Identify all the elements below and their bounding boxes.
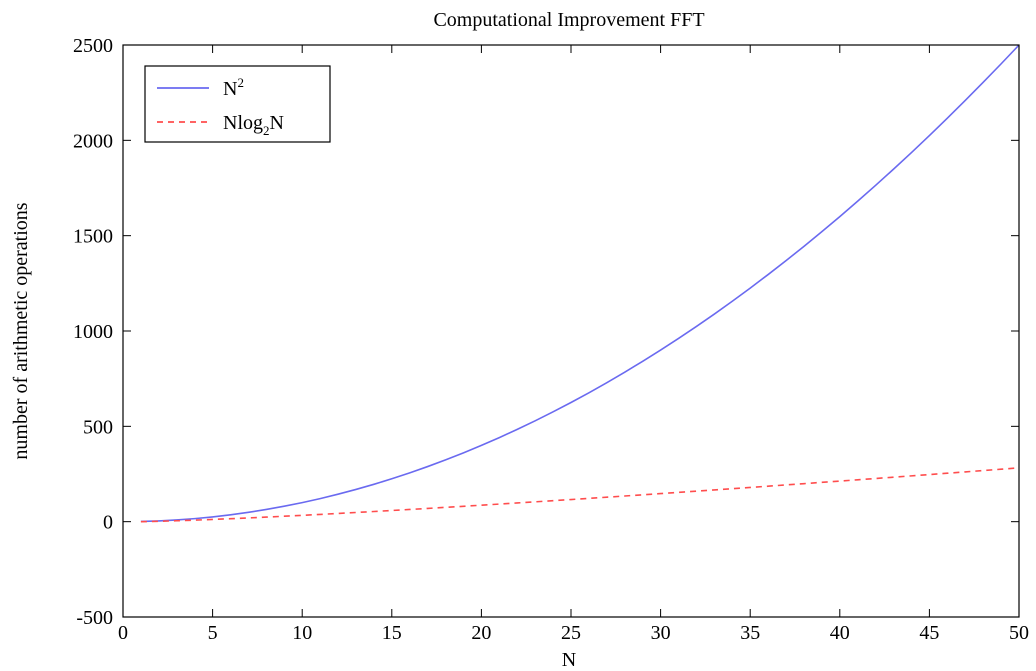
x-tick-label: 5 xyxy=(208,622,218,644)
x-tick-label: 50 xyxy=(1009,622,1029,644)
x-tick-label: 30 xyxy=(651,622,671,644)
y-tick-label: 0 xyxy=(103,512,113,534)
legend-name: N xyxy=(223,78,237,100)
series-line-0 xyxy=(140,44,1020,523)
x-tick-label: 40 xyxy=(830,622,850,644)
x-tick-label: 35 xyxy=(740,622,760,644)
y-tick-label: 1500 xyxy=(73,226,113,248)
x-tick-label: 0 xyxy=(118,622,128,644)
chart-title: Computational Improvement FFT xyxy=(433,9,704,31)
y-tick-label: 500 xyxy=(83,416,113,438)
legend-label-1: Nlog2N xyxy=(223,112,284,138)
legend-box xyxy=(144,65,331,143)
y-tick-label: 2500 xyxy=(73,35,113,57)
legend-label-0: N2 xyxy=(223,75,244,100)
y-tick-label: 2000 xyxy=(73,130,113,152)
legend-subscript: 2 xyxy=(263,123,270,138)
series-line-1 xyxy=(140,467,1020,523)
y-axis-label: number of arithmetic operations xyxy=(10,202,32,459)
x-tick-label: 25 xyxy=(561,622,581,644)
x-tick-label: 15 xyxy=(382,622,402,644)
legend-name-tail: N xyxy=(270,112,284,134)
x-tick-label: 10 xyxy=(292,622,312,644)
y-tick-label: 1000 xyxy=(73,321,113,343)
series-layer xyxy=(140,44,1020,523)
y-tick-label: -500 xyxy=(76,607,113,629)
x-tick-label: 20 xyxy=(471,622,491,644)
y-axis: -500 0 500 1000 1500 2000 2500 xyxy=(73,35,1019,629)
legend-name: Nlog xyxy=(223,112,263,134)
x-tick-label: 45 xyxy=(919,622,939,644)
legend-superscript: 2 xyxy=(237,75,244,90)
x-axis: 0 5 10 15 20 25 30 35 40 45 50 xyxy=(118,45,1029,644)
x-axis-label: N xyxy=(562,649,576,671)
